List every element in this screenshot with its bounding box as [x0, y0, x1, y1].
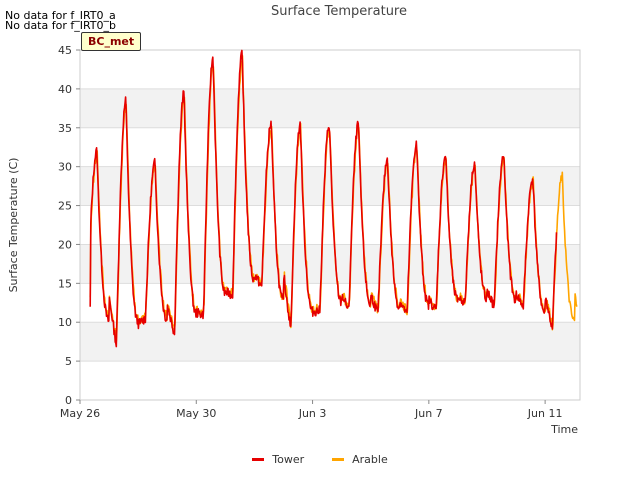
x-tick-label: May 30: [176, 407, 216, 420]
legend-item-tower[interactable]: Tower: [252, 453, 304, 466]
y-tick-label: 45: [58, 44, 72, 57]
plot-band: [80, 205, 580, 245]
y-tick-label: 30: [58, 161, 72, 174]
x-tick-label: Jun 7: [414, 407, 443, 420]
y-tick-label: 0: [65, 394, 72, 407]
y-tick-label: 35: [58, 122, 72, 135]
x-axis-label: Time: [550, 423, 578, 436]
plot-band: [80, 283, 580, 323]
y-tick-label: 10: [58, 316, 72, 329]
y-tick-label: 40: [58, 83, 72, 96]
plot-band: [80, 322, 580, 362]
plot-band: [80, 88, 580, 128]
no-data-note-1: No data for f_IRT0_a: [5, 9, 116, 22]
legend-label-arable: Arable: [352, 453, 388, 466]
plot-band: [80, 50, 580, 89]
y-axis-label: Surface Temperature (C): [7, 158, 20, 293]
legend-swatch-arable: [332, 458, 345, 461]
legend-label-tower: Tower: [272, 453, 305, 466]
legend-item-arable[interactable]: Arable: [332, 453, 388, 466]
x-tick-label: May 26: [60, 407, 100, 420]
plot-frame: [79, 49, 581, 401]
plot-band: [80, 361, 580, 400]
site-badge: BC_met: [81, 32, 142, 51]
legend-swatch-tower: [252, 458, 265, 461]
y-tick-label: 15: [58, 277, 72, 290]
x-tick-label: Jun 3: [298, 407, 327, 420]
chart-title: Surface Temperature: [271, 4, 407, 19]
y-tick-label: 20: [58, 238, 72, 251]
legend: Tower Arable: [0, 453, 640, 466]
plot-band: [80, 166, 580, 206]
no-data-note-2: No data for f_IRT0_b: [5, 19, 117, 32]
series-tower-line: [89, 49, 558, 348]
x-tick-label: Jun 11: [527, 407, 563, 420]
y-tick-label: 5: [65, 355, 72, 368]
y-tick-label: 25: [58, 200, 72, 213]
plot-band: [80, 244, 580, 284]
